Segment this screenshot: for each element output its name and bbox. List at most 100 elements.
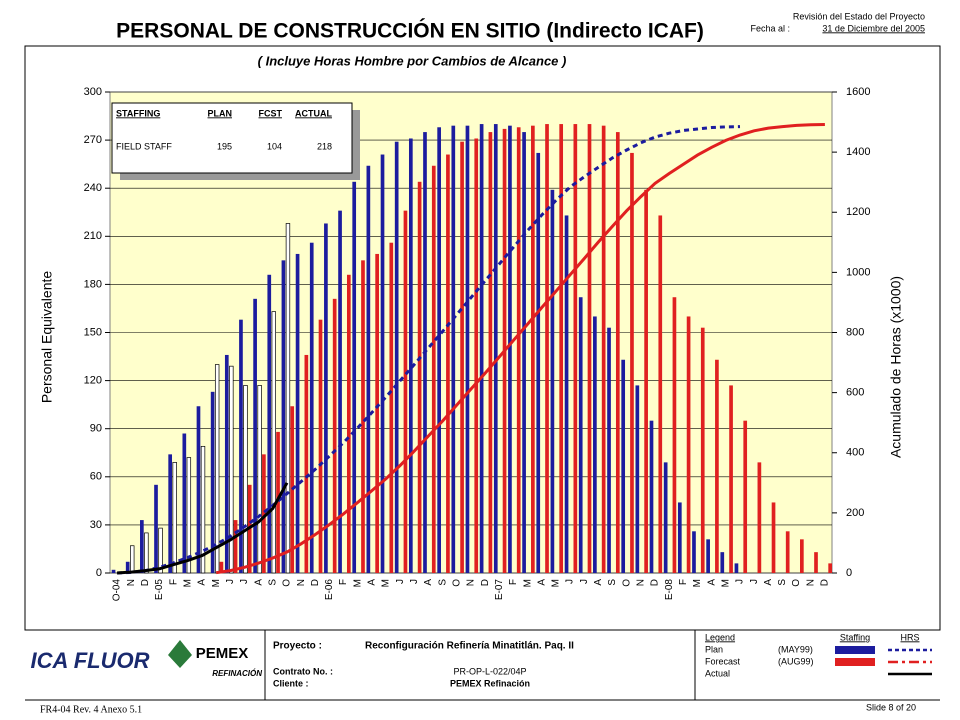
bar	[550, 189, 555, 573]
bar	[644, 189, 648, 573]
legend-swatch	[835, 658, 875, 666]
bar	[451, 125, 456, 574]
x-tick-label: M	[183, 579, 194, 587]
bar	[168, 454, 173, 573]
legend-swatch	[835, 646, 875, 654]
ica-logo: ICA FLUOR	[31, 648, 150, 673]
y2-tick-label: 600	[846, 387, 864, 399]
bar	[460, 141, 464, 573]
pemex-logo: PEMEX	[196, 645, 249, 662]
legend-label: Plan	[705, 644, 723, 654]
y-tick-label: 270	[84, 134, 102, 146]
x-tick-label: M	[381, 579, 392, 587]
bar	[814, 552, 818, 573]
x-tick-label: F	[678, 579, 689, 585]
x-tick-label: M	[551, 579, 562, 587]
date-label: Fecha al :	[750, 23, 790, 33]
x-tick-label: A	[253, 579, 264, 586]
bar	[431, 165, 436, 573]
bar	[375, 253, 379, 574]
bar	[649, 420, 654, 573]
y-tick-label: 60	[90, 471, 102, 483]
bar	[700, 327, 705, 573]
plot: 0 30 60 90 120 150 180 210 240 270 300 0 200 400 600 80…	[84, 86, 871, 601]
bar	[771, 502, 776, 573]
bar	[508, 125, 512, 574]
legend-col: HRS	[900, 632, 919, 642]
x-tick-label: O-04	[112, 579, 123, 602]
y2-tick-label: 1200	[846, 206, 870, 218]
bar	[111, 569, 116, 573]
bar	[601, 125, 606, 574]
x-tick-label: E-07	[494, 579, 505, 601]
inset-header: ACTUAL	[295, 108, 332, 118]
bar	[290, 406, 295, 573]
y-tick-label: 210	[84, 230, 102, 242]
contract-label: Contrato No. :	[273, 666, 333, 676]
y-tick-label: 0	[96, 567, 102, 579]
bar	[366, 165, 371, 573]
x-tick-label: A	[423, 579, 434, 586]
x-tick-label: F	[168, 579, 179, 585]
x-tick-label: E-05	[154, 579, 165, 601]
bar	[663, 462, 668, 573]
y-tick-label: 150	[84, 326, 102, 338]
subtitle: ( Incluye Horas Hombre por Cambios de Al…	[258, 53, 567, 68]
x-tick-label: A	[706, 579, 717, 586]
y-tick-label: 90	[90, 423, 102, 435]
bar	[271, 311, 276, 574]
x-tick-label: D	[820, 579, 831, 586]
x-tick-label: D	[650, 579, 661, 586]
x-tick-label: O	[791, 579, 802, 587]
x-tick-label: S	[437, 579, 448, 586]
bar	[516, 127, 521, 574]
bar	[200, 445, 206, 574]
bar	[474, 138, 479, 573]
bar	[488, 132, 493, 574]
bar	[276, 431, 280, 573]
x-tick-label: A	[536, 579, 547, 586]
x-tick-label: M	[352, 579, 363, 587]
bar	[257, 385, 262, 574]
y2-axis-label: Acumulado de Horas (x1000)	[888, 276, 904, 458]
inset-cell: 218	[317, 141, 332, 151]
x-tick-label: M	[522, 579, 533, 587]
x-tick-label: N	[466, 579, 477, 586]
y2-tick-label: 800	[846, 326, 864, 338]
legend-col: Staffing	[840, 632, 870, 642]
pemex-icon	[168, 640, 192, 668]
x-tick-label: D	[140, 579, 151, 586]
bar	[403, 210, 408, 573]
y2-tick-label: 1600	[846, 86, 870, 98]
x-tick-label: A	[197, 579, 208, 586]
bar	[757, 462, 762, 573]
bar	[285, 223, 291, 574]
x-tick-label: S	[777, 579, 788, 586]
y2-tick-label: 1400	[846, 146, 870, 158]
bar	[630, 152, 634, 573]
bar	[346, 274, 351, 573]
y-tick-label: 30	[90, 519, 102, 531]
bar	[734, 563, 739, 573]
bar	[785, 531, 790, 573]
x-tick-label: D	[480, 579, 491, 586]
bar	[210, 391, 215, 573]
y2-tick-label: 200	[846, 507, 864, 519]
x-tick-label: O	[451, 579, 462, 587]
x-tick-label: J	[239, 579, 250, 584]
bar	[800, 539, 804, 573]
inset-cell: 104	[267, 141, 282, 151]
x-tick-label: J	[749, 579, 760, 584]
inset-cell: 195	[217, 141, 232, 151]
x-tick-label: E-08	[664, 579, 675, 601]
bar	[408, 138, 413, 573]
bar	[324, 223, 328, 573]
inset-header: FCST	[259, 108, 283, 118]
legend-label: Actual	[705, 668, 730, 678]
y2-tick-label: 0	[846, 567, 852, 579]
bar	[214, 364, 220, 574]
client-label: Cliente :	[273, 678, 309, 688]
bar	[267, 274, 272, 573]
bar	[593, 316, 597, 573]
bar	[229, 365, 234, 574]
